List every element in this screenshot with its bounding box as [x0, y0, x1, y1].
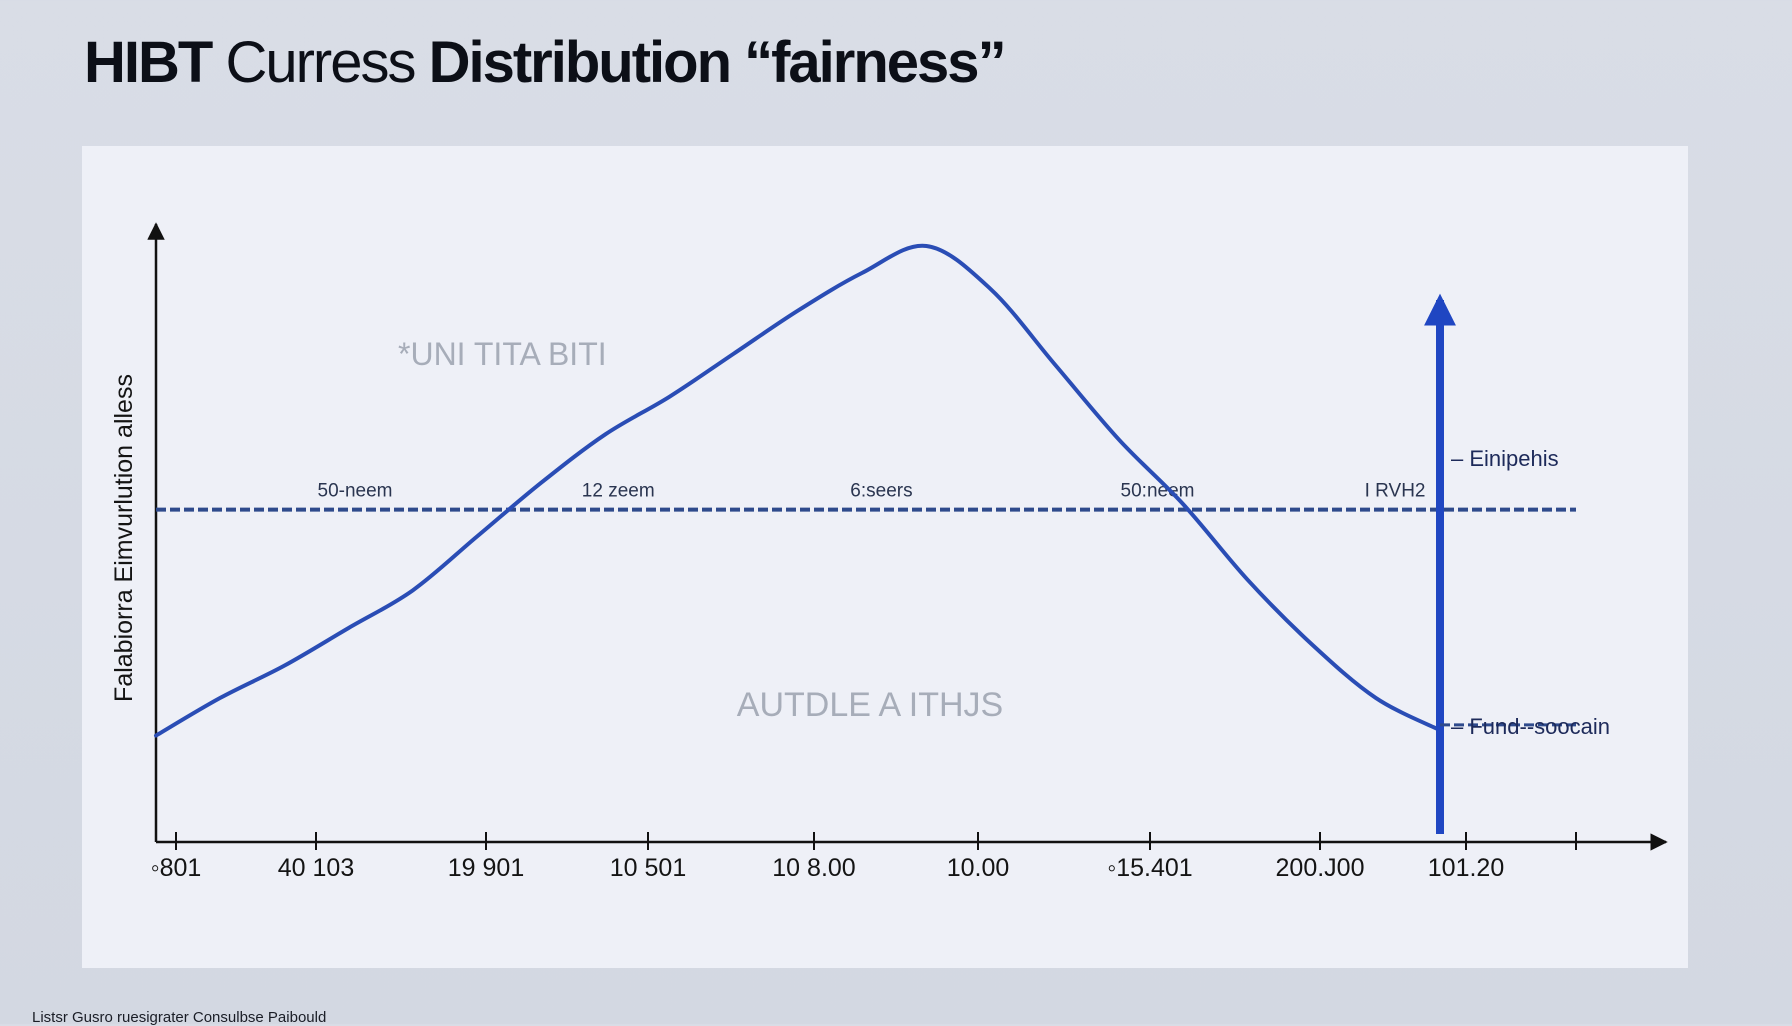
- threshold-segment-label: I RVH2: [1365, 481, 1426, 502]
- x-tick-label: 200.J00: [1276, 854, 1365, 882]
- footer-caption: Listsr Gusro ruesigrater Consulbse Paibo…: [32, 1009, 327, 1026]
- marker-label-bottom: – Fund--soocain: [1451, 714, 1610, 739]
- x-tick-label: 10.00: [947, 854, 1010, 882]
- threshold-segment-label: 50:neem: [1121, 481, 1195, 502]
- chart-panel: [82, 146, 1688, 968]
- x-tick-label: 19 901: [448, 854, 524, 882]
- x-tick-label: ◦15.401: [1107, 854, 1192, 882]
- x-tick-label: ◦801: [151, 854, 202, 882]
- title-part-3: Distribution “fairness”: [428, 30, 1007, 95]
- series-line: [154, 243, 1442, 738]
- annotation-upper: *UNI TITA BITI: [398, 336, 607, 372]
- x-tick-label: 10 501: [610, 854, 686, 882]
- y-axis-label: Falabiorra Eimvurlution alless: [110, 374, 138, 702]
- title-part-1: HIBT: [84, 30, 213, 95]
- title-part-2: Curress: [211, 30, 429, 95]
- threshold-segment-label: 6:seers: [850, 481, 912, 502]
- annotation-lower: AUTDLE A ITHJS: [737, 686, 1003, 724]
- x-tick-label: 101.20: [1428, 854, 1504, 882]
- x-tick-label: 10 8.00: [772, 854, 855, 882]
- threshold-segment-label: 12 zeem: [582, 481, 655, 502]
- chart-title: HIBT Curress Distribution “fairness”: [84, 34, 1007, 92]
- marker-label-top: – Einipehis: [1451, 446, 1559, 471]
- x-tick-label: 40 103: [278, 854, 354, 882]
- threshold-segment-label: 50-neem: [318, 481, 393, 502]
